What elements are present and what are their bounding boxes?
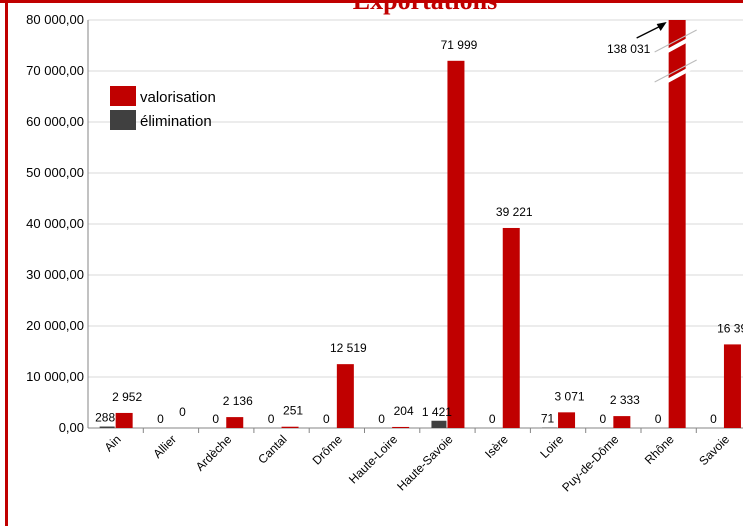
y-tick-label: 30 000,00 — [26, 267, 84, 282]
data-label-elimination: 288 — [95, 411, 115, 425]
y-tick-label: 40 000,00 — [26, 216, 84, 231]
bar-valorisation — [668, 20, 686, 428]
data-label-valorisation: 2 952 — [112, 390, 142, 404]
data-label-valorisation: 3 071 — [555, 389, 585, 403]
bar-valorisation — [447, 60, 465, 428]
bar-valorisation — [502, 227, 520, 428]
x-tick-label: Rhône — [642, 432, 677, 467]
arrow-line — [636, 25, 661, 39]
data-label-elimination: 0 — [378, 412, 385, 426]
bar-valorisation — [392, 426, 410, 428]
data-label-elimination: 0 — [489, 412, 496, 426]
data-label-elimination: 0 — [655, 412, 662, 426]
data-label-elimination: 0 — [212, 412, 219, 426]
legend-label-elimination: élimination — [140, 113, 212, 130]
data-label-valorisation: 2 136 — [223, 394, 253, 408]
y-tick-label: 70 000,00 — [26, 63, 84, 78]
data-label-valorisation: 39 221 — [496, 205, 533, 219]
bar-valorisation — [336, 364, 354, 428]
frame-border-top — [0, 0, 743, 3]
x-tick-label: Haute-Savoie — [394, 432, 456, 494]
x-tick-label: Cantal — [255, 432, 289, 466]
x-tick-label: Loire — [537, 432, 566, 461]
axis-break-line — [654, 59, 697, 83]
axis-break-line — [654, 29, 697, 53]
axis-break-mark — [653, 62, 700, 90]
bar-valorisation — [558, 412, 576, 428]
data-label-valorisation: 251 — [283, 404, 303, 418]
data-label-valorisation: 138 031 — [607, 42, 651, 56]
y-tick-label: 80 000,00 — [26, 12, 84, 27]
data-label-valorisation: 12 519 — [330, 341, 367, 355]
x-tick-label: Isère — [482, 432, 511, 461]
y-tick-label: 0,00 — [59, 420, 84, 435]
legend-label-valorisation: valorisation — [140, 89, 216, 106]
y-tick-label: 20 000,00 — [26, 318, 84, 333]
x-tick-label: Haute-Loire — [346, 432, 400, 486]
data-label-valorisation: 204 — [394, 404, 414, 418]
arrow-head — [656, 22, 667, 31]
bar-valorisation — [723, 344, 741, 428]
x-tick-label: Drôme — [310, 432, 346, 468]
data-label-elimination: 0 — [268, 412, 275, 426]
axis-break-mark — [653, 32, 700, 60]
x-tick-label: Ain — [102, 432, 124, 454]
bar-valorisation — [281, 426, 299, 428]
data-label-valorisation: 71 999 — [441, 38, 478, 52]
y-tick-label: 10 000,00 — [26, 369, 84, 384]
bar-valorisation — [115, 412, 133, 428]
data-label-elimination: 0 — [710, 412, 717, 426]
x-tick-label: Puy-de-Dôme — [559, 432, 621, 494]
legend-swatch-valorisation — [110, 86, 136, 106]
data-label-elimination: 0 — [323, 412, 330, 426]
bar-elimination — [99, 426, 115, 428]
x-tick-label: Allier — [150, 432, 179, 461]
x-tick-label: Ardèche — [193, 432, 235, 474]
chart-title: Exportations — [352, 0, 498, 15]
data-label-valorisation: 16 392 — [717, 321, 743, 335]
y-tick-label: 50 000,00 — [26, 165, 84, 180]
bar-valorisation — [613, 416, 631, 428]
data-label-elimination: 0 — [600, 412, 607, 426]
bar-valorisation — [226, 417, 244, 428]
y-tick-label: 60 000,00 — [26, 114, 84, 129]
data-label-elimination: 1 421 — [422, 405, 452, 419]
legend-swatch-elimination — [110, 110, 136, 130]
bar-elimination — [431, 420, 447, 428]
x-tick-label: Savoie — [696, 432, 732, 468]
data-label-valorisation: 2 333 — [610, 393, 640, 407]
data-label-valorisation: 0 — [179, 405, 186, 419]
data-label-elimination: 0 — [157, 412, 164, 426]
frame-border-left — [5, 0, 8, 526]
data-label-elimination: 71 — [541, 412, 555, 426]
